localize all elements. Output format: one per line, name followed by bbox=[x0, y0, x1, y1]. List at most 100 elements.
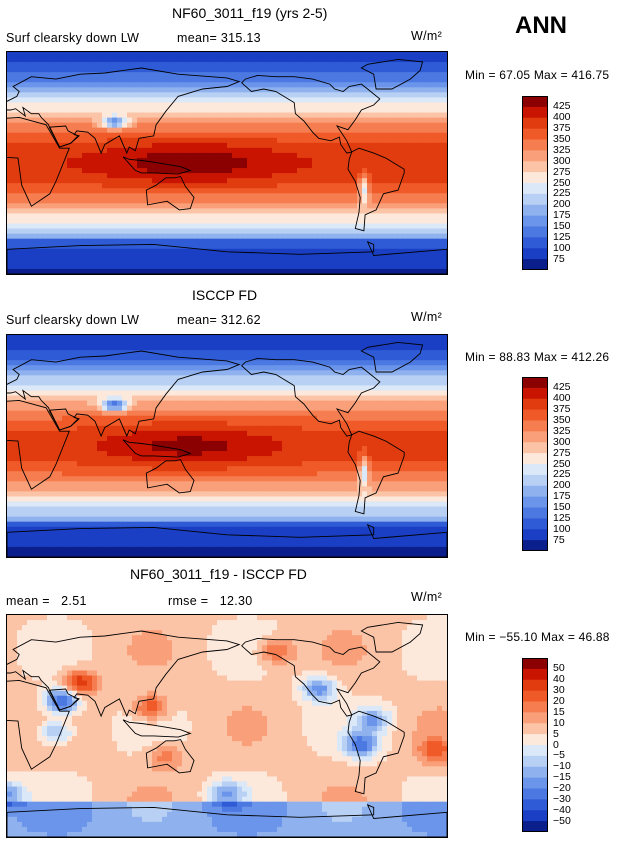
panel3-title: NF60_3011_f19 - ISCCP FD bbox=[130, 566, 307, 582]
coastline bbox=[49, 408, 79, 431]
coastline bbox=[7, 679, 70, 770]
panel3-rmse: rmse = 12.30 bbox=[168, 594, 253, 608]
colorbar-tick-label: 75 bbox=[553, 533, 565, 546]
colorbar-swatch bbox=[522, 193, 548, 206]
panel3-units: W/m² bbox=[411, 590, 443, 604]
colorbar-swatch bbox=[522, 117, 548, 130]
coastline bbox=[122, 156, 192, 175]
colorbar-swatch bbox=[522, 810, 548, 822]
colorbar-swatch bbox=[522, 453, 548, 465]
panel3-map bbox=[6, 614, 448, 838]
coastline bbox=[347, 710, 405, 795]
colorbar-tick-label: 250 bbox=[553, 457, 571, 470]
colorbar-tick-label: 300 bbox=[553, 435, 571, 448]
colorbar-tick-label: 275 bbox=[553, 446, 571, 459]
colorbar-swatch bbox=[522, 226, 548, 238]
coastline bbox=[360, 58, 424, 90]
colorbar-swatch bbox=[522, 690, 548, 702]
coastline bbox=[241, 637, 381, 717]
colorbar-tick-label: 375 bbox=[553, 403, 571, 416]
coastline bbox=[49, 688, 79, 711]
colorbar-tick-label: 350 bbox=[553, 414, 571, 426]
colorbar-swatch bbox=[522, 712, 548, 724]
panel2-field-label: Surf clearsky down LW bbox=[6, 313, 140, 327]
colorbar-swatch bbox=[522, 668, 548, 681]
colorbar-tick-label: 425 bbox=[553, 381, 571, 394]
colorbar-swatch bbox=[522, 387, 548, 400]
colorbar-swatch bbox=[522, 420, 548, 432]
colorbar-swatch bbox=[522, 734, 548, 746]
colorbar-swatch bbox=[522, 507, 548, 519]
colorbar-tick-label: 175 bbox=[553, 490, 571, 503]
colorbar-tick-label: 325 bbox=[553, 424, 571, 437]
panel3-colorbar: 50 40 30 20 15 10 5 0 −5 −10 −15 −20 −30 −40 −50 bbox=[522, 658, 571, 833]
panel3-mean: mean = 2.51 bbox=[6, 594, 87, 608]
panel1-mean: mean= 315.13 bbox=[177, 31, 261, 45]
colorbar-swatch bbox=[522, 431, 548, 443]
panel1-minmax: Min = 67.05 Max = 416.75 bbox=[465, 68, 610, 82]
colorbar-swatch bbox=[522, 474, 548, 487]
colorbar-swatches bbox=[522, 96, 548, 271]
colorbar-swatch bbox=[522, 128, 548, 140]
colorbar-tick-label: 150 bbox=[553, 220, 571, 232]
colorbar-swatch bbox=[522, 150, 548, 162]
coastline bbox=[360, 621, 424, 653]
colorbar-tick-label: 15 bbox=[553, 705, 565, 718]
colorbar-swatch bbox=[522, 398, 548, 411]
colorbar-swatch bbox=[522, 518, 548, 530]
colorbar-tick-label: 125 bbox=[553, 511, 571, 524]
coastline bbox=[7, 399, 70, 490]
colorbar-swatch bbox=[522, 237, 548, 249]
colorbar-tick-label: 275 bbox=[553, 165, 571, 178]
colorbar-swatch bbox=[522, 215, 548, 227]
colorbar-tick-label: 100 bbox=[553, 522, 571, 535]
colorbar-swatch bbox=[522, 529, 548, 541]
colorbar-swatch bbox=[522, 799, 548, 811]
panel1-field-label: Surf clearsky down LW bbox=[6, 31, 140, 45]
colorbar-tick-label: −15 bbox=[553, 771, 571, 784]
coastline bbox=[7, 67, 241, 155]
colorbar-tick-label: −10 bbox=[553, 760, 571, 773]
colorbar-tick-label: 300 bbox=[553, 154, 571, 167]
colorbar-swatch bbox=[522, 464, 548, 476]
colorbar-swatch bbox=[522, 204, 548, 217]
colorbar-swatch bbox=[522, 377, 548, 389]
coastline bbox=[49, 125, 79, 148]
coastline bbox=[145, 739, 195, 774]
colorbar-tick-label: 200 bbox=[553, 479, 571, 492]
colorbar-swatch bbox=[522, 248, 548, 260]
colorbar-swatch bbox=[522, 172, 548, 184]
colorbar-tick-label: 400 bbox=[553, 111, 571, 124]
colorbar-swatches bbox=[522, 658, 548, 833]
colorbar-tick-label: 0 bbox=[553, 738, 559, 751]
coastline bbox=[241, 357, 381, 437]
panel1-colorbar: 425 400 375 350 325 300 275 250 225 200 175 150 125 1… bbox=[522, 96, 571, 271]
colorbar-swatch bbox=[522, 161, 548, 173]
colorbar-tick-label: 100 bbox=[553, 241, 571, 254]
colorbar-tick-label: 40 bbox=[553, 673, 565, 686]
panel2-colorbar: 425 400 375 350 325 300 275 250 225 200 175 150 125 1… bbox=[522, 377, 571, 552]
colorbar-tick-label: 425 bbox=[553, 100, 571, 113]
colorbar-swatch bbox=[522, 766, 548, 779]
coastline bbox=[347, 147, 405, 232]
colorbar-tick-label: 175 bbox=[553, 209, 571, 222]
colorbar-swatch bbox=[522, 723, 548, 735]
colorbar-tick-label: −20 bbox=[553, 782, 571, 794]
coastline bbox=[122, 439, 192, 458]
colorbar-tick-label: 30 bbox=[553, 684, 565, 697]
colorbar-tick-label: −30 bbox=[553, 792, 571, 805]
coastline bbox=[7, 241, 447, 274]
colorbar-tick-label: −40 bbox=[553, 803, 571, 816]
coastline bbox=[7, 630, 241, 718]
panel1-units: W/m² bbox=[411, 29, 443, 43]
coastline bbox=[122, 719, 192, 738]
colorbar-tick-label: 20 bbox=[553, 695, 565, 707]
colorbar-tick-label: 225 bbox=[553, 187, 571, 200]
colorbar-tick-label: 325 bbox=[553, 143, 571, 156]
panel2-map bbox=[6, 334, 448, 558]
colorbar-tick-label: 250 bbox=[553, 176, 571, 189]
colorbar-tick-label: 350 bbox=[553, 133, 571, 145]
colorbar-tick-label: −5 bbox=[553, 749, 565, 762]
map-field bbox=[7, 52, 447, 274]
colorbar-tick-label: 150 bbox=[553, 501, 571, 513]
